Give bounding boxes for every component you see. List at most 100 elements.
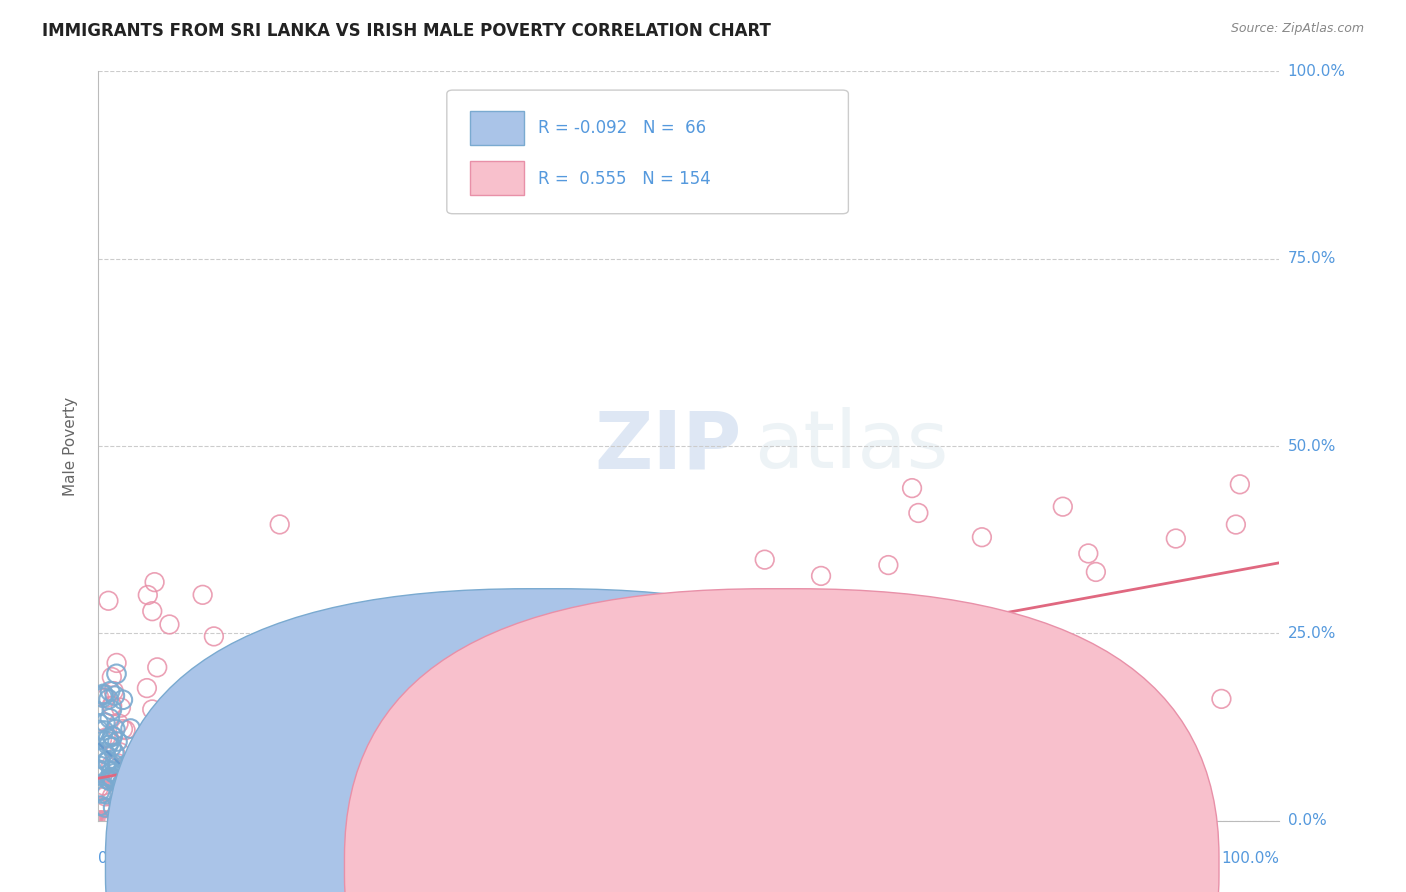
Point bbox=[103, 773, 125, 788]
Text: Source: ZipAtlas.com: Source: ZipAtlas.com bbox=[1230, 22, 1364, 36]
Point bbox=[112, 783, 135, 797]
Point bbox=[94, 715, 117, 730]
Point bbox=[238, 800, 260, 814]
Point bbox=[141, 604, 163, 618]
Point bbox=[138, 735, 160, 749]
Point bbox=[90, 764, 112, 779]
Point bbox=[269, 517, 291, 532]
Point bbox=[415, 737, 437, 751]
Point bbox=[94, 814, 117, 828]
Point bbox=[118, 797, 141, 812]
Point bbox=[120, 722, 142, 736]
Point bbox=[89, 751, 111, 765]
Point bbox=[1085, 665, 1108, 679]
Point bbox=[209, 669, 232, 683]
Point bbox=[157, 814, 180, 828]
Point bbox=[228, 792, 250, 806]
Point bbox=[143, 575, 166, 590]
Point bbox=[328, 797, 350, 811]
Point bbox=[973, 731, 995, 746]
Point bbox=[115, 814, 138, 828]
Point bbox=[91, 687, 114, 701]
Point bbox=[136, 588, 159, 602]
Point bbox=[94, 800, 117, 814]
Point bbox=[97, 692, 120, 706]
Point bbox=[89, 799, 111, 814]
Point bbox=[143, 776, 166, 790]
Text: 100.0%: 100.0% bbox=[1288, 64, 1346, 78]
Point bbox=[93, 745, 115, 759]
Point bbox=[114, 723, 136, 737]
Point bbox=[97, 731, 120, 745]
Point bbox=[184, 804, 207, 818]
Point bbox=[316, 814, 339, 828]
Text: IMMIGRANTS FROM SRI LANKA VS IRISH MALE POVERTY CORRELATION CHART: IMMIGRANTS FROM SRI LANKA VS IRISH MALE … bbox=[42, 22, 770, 40]
Point bbox=[91, 732, 114, 747]
Point bbox=[1229, 477, 1251, 491]
Point bbox=[98, 735, 121, 749]
Point bbox=[94, 789, 117, 804]
Point bbox=[1164, 532, 1187, 546]
Point bbox=[114, 814, 136, 828]
Point bbox=[100, 814, 122, 828]
Point bbox=[98, 774, 121, 789]
Point bbox=[87, 723, 110, 737]
FancyBboxPatch shape bbox=[471, 112, 523, 145]
Point bbox=[821, 594, 844, 608]
Point bbox=[127, 814, 149, 828]
Point bbox=[125, 814, 148, 828]
Point bbox=[90, 814, 112, 828]
Point bbox=[98, 684, 121, 698]
Point bbox=[100, 814, 122, 828]
Point bbox=[103, 684, 125, 698]
Point bbox=[925, 715, 948, 730]
Point bbox=[186, 814, 208, 828]
Point bbox=[94, 814, 117, 828]
Point bbox=[103, 766, 125, 780]
Point bbox=[1067, 791, 1090, 805]
Point bbox=[217, 814, 239, 828]
Point bbox=[117, 793, 139, 807]
Point bbox=[353, 746, 375, 760]
Text: ZIP: ZIP bbox=[595, 407, 742, 485]
Point bbox=[1084, 565, 1107, 579]
Point bbox=[174, 776, 197, 790]
Point bbox=[983, 627, 1005, 641]
Point bbox=[104, 689, 127, 703]
Point bbox=[91, 779, 114, 793]
Point bbox=[235, 814, 257, 828]
Point bbox=[111, 777, 134, 791]
Point bbox=[1052, 500, 1074, 514]
Point bbox=[97, 754, 120, 768]
Point bbox=[89, 798, 111, 813]
Text: 25.0%: 25.0% bbox=[1288, 626, 1336, 640]
Point bbox=[105, 666, 128, 681]
Point bbox=[104, 723, 127, 737]
Point bbox=[970, 530, 993, 544]
Point bbox=[98, 814, 121, 828]
Point bbox=[96, 814, 118, 828]
Point bbox=[129, 814, 152, 828]
Point bbox=[100, 770, 122, 784]
Point bbox=[363, 814, 385, 828]
Point bbox=[89, 759, 111, 773]
Point bbox=[290, 814, 312, 828]
Point bbox=[93, 688, 115, 702]
Point bbox=[90, 787, 112, 801]
Point bbox=[138, 768, 160, 782]
Point bbox=[94, 747, 117, 762]
Point bbox=[527, 629, 550, 643]
Point bbox=[146, 814, 169, 828]
Point bbox=[94, 784, 117, 798]
Point bbox=[101, 670, 124, 684]
Point bbox=[87, 814, 110, 828]
Point bbox=[107, 756, 129, 771]
Point bbox=[1077, 546, 1099, 560]
Point bbox=[108, 792, 131, 806]
Point bbox=[117, 814, 139, 828]
Point bbox=[167, 814, 190, 828]
Point bbox=[118, 814, 141, 828]
Point bbox=[159, 617, 181, 632]
Text: R =  0.555   N = 154: R = 0.555 N = 154 bbox=[537, 169, 710, 187]
Point bbox=[141, 702, 163, 716]
